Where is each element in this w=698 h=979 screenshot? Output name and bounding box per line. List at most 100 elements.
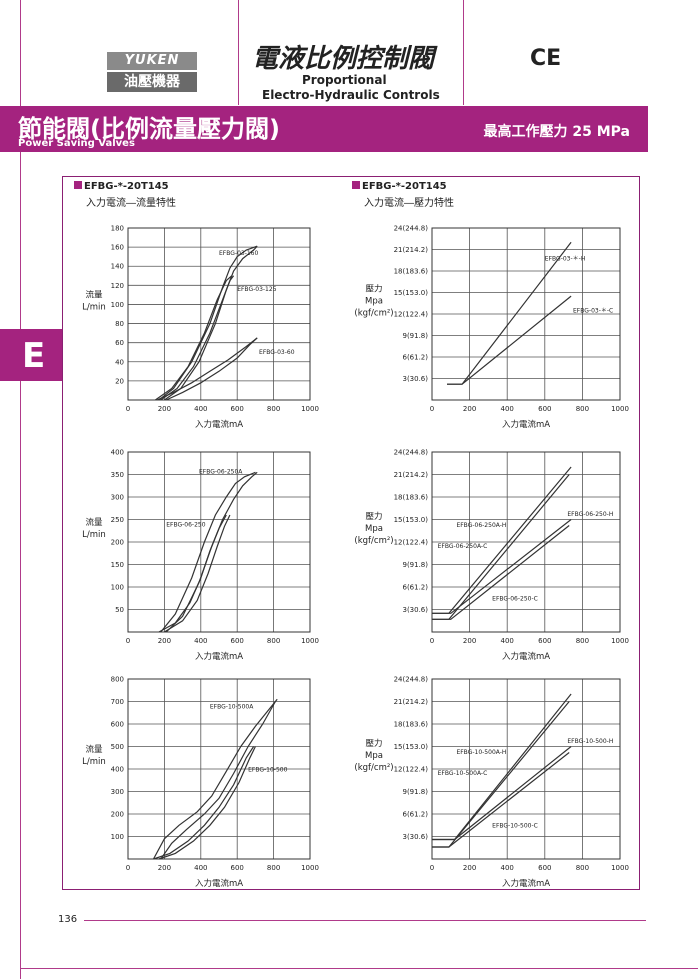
y-axis-label: 流量 [85, 744, 103, 755]
section-header-bar: 節能閥(比例流量壓力閥) Power Saving Valves 最高工作壓力 … [0, 106, 648, 152]
x-tick-label: 1000 [301, 405, 319, 413]
x-tick-label: 400 [501, 405, 514, 413]
y-tick-label: 300 [111, 788, 124, 796]
y-axis-label: 流量 [85, 290, 103, 301]
series-line [158, 746, 256, 860]
y-tick-label: 15(153.0) [394, 289, 429, 297]
y-tick-label: 100 [111, 584, 124, 592]
x-axis-label: 入力電流mA [195, 419, 243, 430]
y-tick-label: 15(153.0) [394, 743, 429, 751]
y-tick-label: 9(91.8) [402, 332, 428, 340]
y-axis-label: L/min [82, 303, 106, 313]
section-tab-e: E [0, 329, 62, 381]
y-axis-label: Mpa [365, 524, 383, 534]
x-tick-label: 800 [576, 637, 589, 645]
y-tick-label: 3(30.6) [402, 833, 428, 841]
x-axis-label: 入力電流mA [502, 419, 550, 430]
x-tick-label: 400 [194, 864, 207, 872]
max-pressure-label: 最高工作壓力 25 MPa [483, 124, 631, 140]
plot-area [431, 678, 621, 860]
y-tick-label: 3(30.6) [402, 606, 428, 614]
page-guide-line-mid [238, 0, 239, 105]
right-column-title: EFBG-*-20T145 [352, 181, 447, 192]
x-tick-label: 600 [538, 405, 551, 413]
x-tick-label: 0 [430, 405, 434, 413]
y-tick-label: 18(183.6) [394, 494, 429, 502]
y-tick-label: 24(244.8) [394, 449, 429, 457]
right-column-subtitle: 入力電流―壓力特性 [364, 198, 454, 209]
curve-label: EFBG-03-60 [259, 349, 295, 356]
plot-area [127, 678, 311, 860]
series-line [152, 698, 278, 860]
tab-letter: E [22, 336, 46, 376]
y-axis-label: 壓力 [365, 284, 382, 295]
y-tick-label: 12(122.4) [394, 539, 429, 547]
y-tick-label: 180 [111, 225, 124, 233]
y-axis-label: 壓力 [365, 738, 382, 749]
curve-label: EFBG-06-250 [166, 521, 206, 528]
x-axis-label: 入力電流mA [502, 878, 550, 889]
x-tick-label: 1000 [611, 405, 629, 413]
curve-label: EFBG-06-250A [199, 469, 243, 476]
x-tick-label: 0 [126, 864, 130, 872]
y-tick-label: 300 [111, 494, 124, 502]
page-guide-line-left [20, 0, 21, 979]
y-axis-label: (kgf/cm²) [354, 309, 393, 319]
curve-label: EFBG-10-500-H [567, 738, 613, 745]
y-axis-label: L/min [82, 530, 106, 540]
x-tick-label: 600 [538, 864, 551, 872]
y-tick-label: 160 [111, 244, 124, 252]
y-axis-label: 壓力 [365, 511, 382, 522]
left-column-subtitle: 入力電流―流量特性 [86, 198, 176, 209]
section-title: 節能閥(比例流量壓力閥) [18, 115, 280, 143]
x-tick-label: 200 [158, 405, 171, 413]
x-tick-label: 200 [463, 864, 476, 872]
series-line [156, 337, 258, 401]
x-tick-label: 1000 [611, 864, 629, 872]
y-tick-label: 9(91.8) [402, 561, 428, 569]
y-tick-label: 60 [115, 339, 124, 347]
y-tick-label: 6(61.2) [402, 811, 428, 819]
y-axis-label: L/min [82, 757, 106, 767]
x-tick-label: 200 [463, 637, 476, 645]
curve-label: EFBG-10-500 [248, 766, 288, 773]
x-tick-label: 600 [231, 864, 244, 872]
y-tick-label: 15(153.0) [394, 516, 429, 524]
chart-2: 0 200 400 600 800 1000 3(30.6) 6(61.2) 9(91.8) 12… [354, 225, 629, 431]
chart-1: 0 200 400 600 800 1000 20 40 60 80 100 120 140 160 180… [82, 225, 319, 431]
page-guide-line-right [463, 0, 464, 105]
x-axis-label: 入力電流mA [195, 651, 243, 662]
x-tick-label: 0 [430, 864, 434, 872]
series-line [165, 337, 258, 401]
x-tick-label: 400 [501, 864, 514, 872]
y-tick-label: 40 [115, 358, 124, 366]
plot-area [431, 451, 621, 633]
plot-area [431, 227, 621, 401]
series-line [432, 752, 570, 848]
x-tick-label: 400 [501, 637, 514, 645]
x-tick-label: 800 [267, 864, 280, 872]
y-tick-label: 200 [111, 539, 124, 547]
x-tick-label: 0 [430, 637, 434, 645]
y-axis-label: Mpa [365, 297, 383, 307]
y-tick-label: 400 [111, 449, 124, 457]
y-tick-label: 9(91.8) [402, 788, 428, 796]
y-tick-label: 200 [111, 811, 124, 819]
x-tick-label: 1000 [301, 637, 319, 645]
y-tick-label: 150 [111, 561, 124, 569]
y-axis-label: 流量 [85, 517, 103, 528]
curve-label: EFBG-10-500A-H [456, 749, 506, 756]
page-title: 電液比例控制閥 [252, 44, 435, 74]
x-tick-label: 200 [463, 405, 476, 413]
y-tick-label: 12(122.4) [394, 766, 429, 774]
series-line [160, 701, 276, 860]
page-subtitle-line2: Electro-Hydraulic Controls [262, 88, 440, 102]
footer-line [84, 920, 646, 921]
series-line [447, 295, 572, 385]
page-bottom-line [20, 968, 698, 969]
y-tick-label: 6(61.2) [402, 354, 428, 362]
y-axis-label: Mpa [365, 751, 383, 761]
logo-bottom-text: 油壓機器 [107, 72, 197, 92]
curve-label: EFBG-06-250-C [492, 596, 538, 603]
